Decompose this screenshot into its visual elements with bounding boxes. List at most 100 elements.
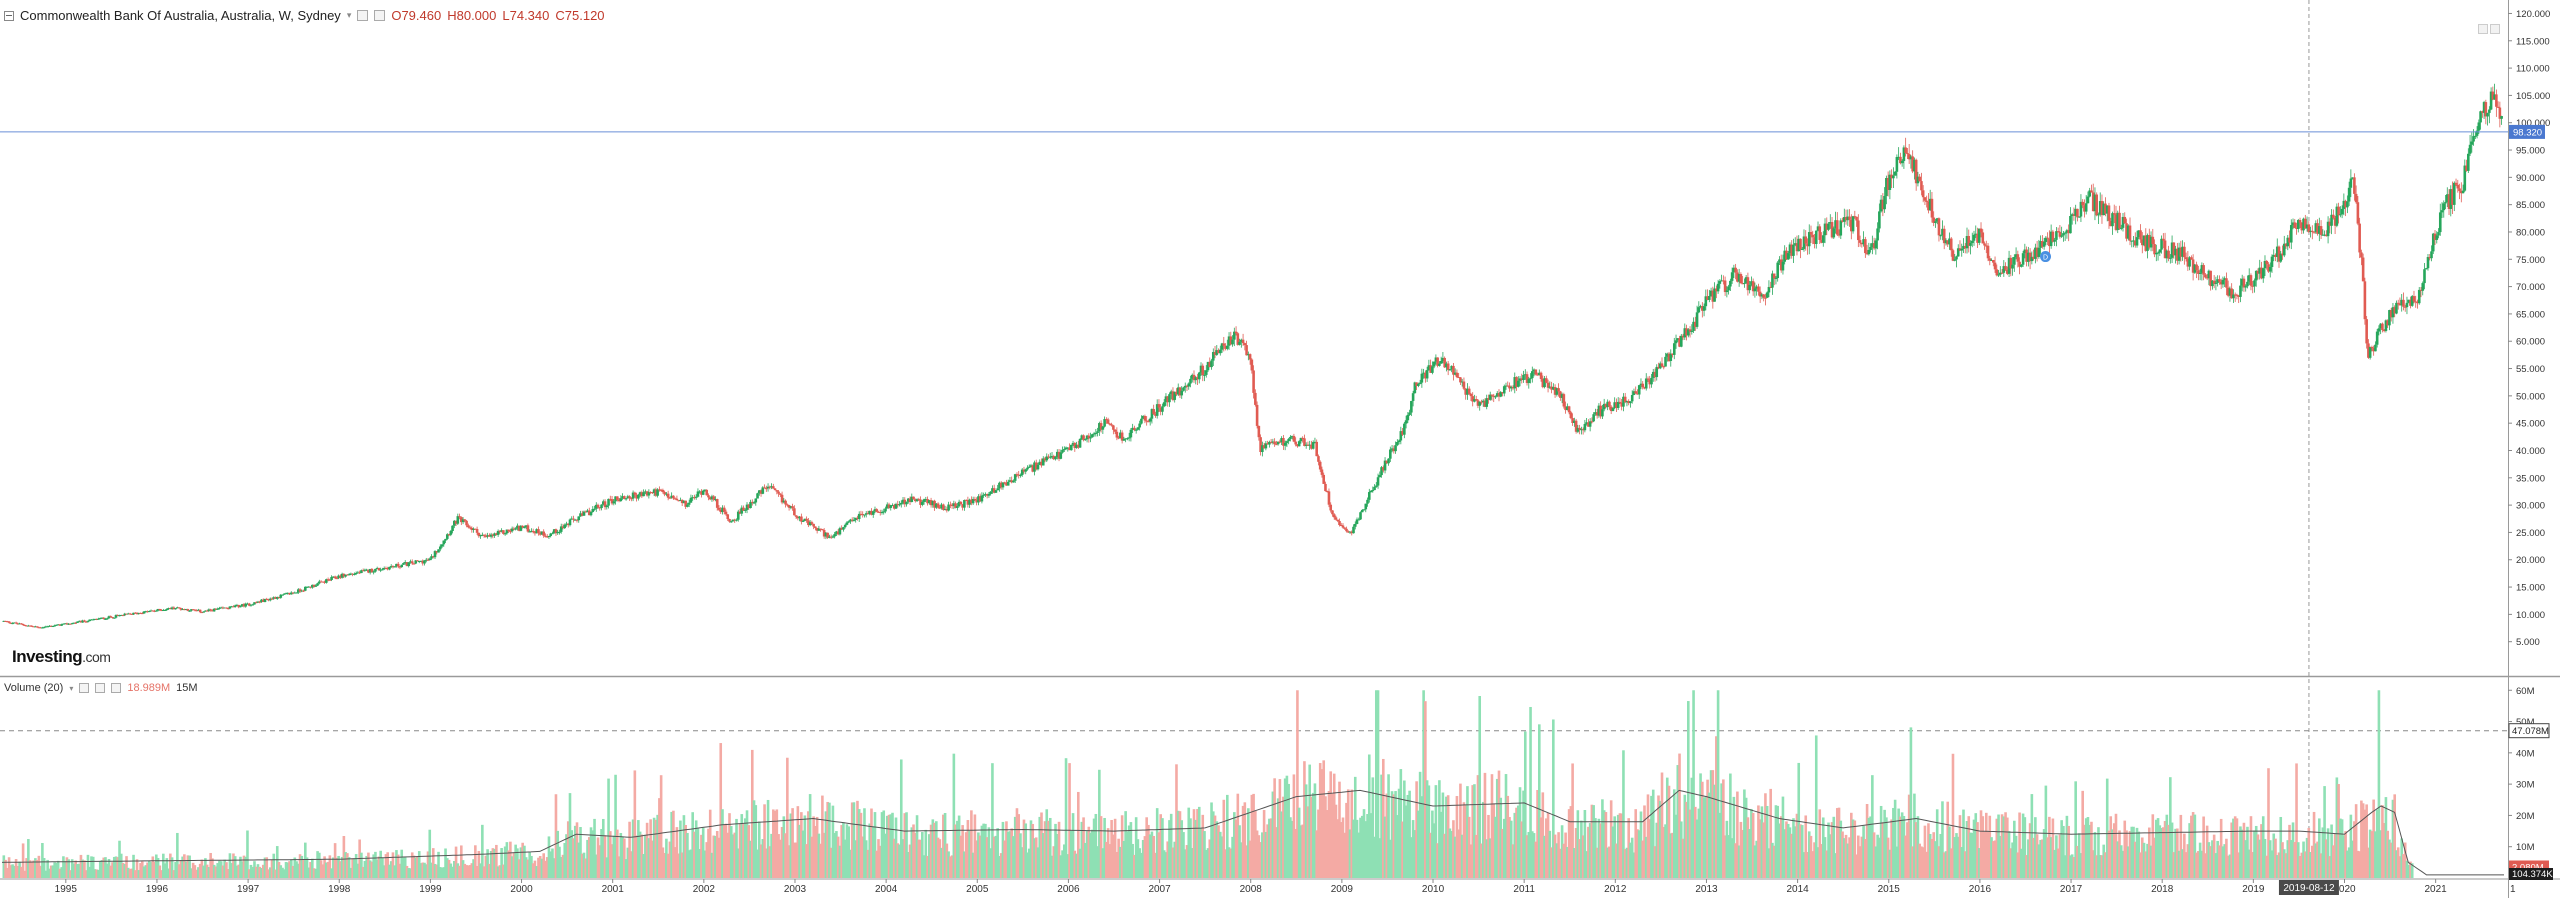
candle-body xyxy=(423,560,426,564)
candle-body xyxy=(1255,404,1259,426)
instrument-title[interactable]: Commonwealth Bank Of Australia, Australi… xyxy=(20,8,341,23)
volume-bar xyxy=(1168,820,1171,878)
candle-body xyxy=(1168,394,1171,403)
volume-bar xyxy=(37,855,41,878)
candle-body xyxy=(2409,299,2412,306)
volume-bar xyxy=(2146,843,2149,878)
chevron-down-icon[interactable]: ▾ xyxy=(69,683,74,693)
candle-body xyxy=(873,509,877,512)
candle-body xyxy=(1211,352,1215,361)
candle-body xyxy=(151,610,155,612)
candle-body xyxy=(1036,464,1040,470)
volume-bar xyxy=(910,827,914,878)
volume-bar xyxy=(289,859,293,878)
volume-bar xyxy=(1751,812,1755,878)
volume-label[interactable]: Volume (20) xyxy=(4,682,64,694)
volume-bar xyxy=(502,864,505,878)
collapse-icon[interactable] xyxy=(4,10,14,21)
candle-body xyxy=(395,563,398,567)
volume-bar xyxy=(49,865,53,878)
candle-body xyxy=(765,488,768,490)
maximize-icon[interactable] xyxy=(2478,24,2488,34)
volume-bar xyxy=(1865,803,1869,878)
close-icon[interactable] xyxy=(111,683,122,693)
candle-body xyxy=(489,534,493,537)
volume-bar xyxy=(2004,812,2007,878)
candle-body xyxy=(249,604,253,606)
candle-body xyxy=(1105,419,1108,421)
volume-bar xyxy=(2139,852,2142,878)
candle-body xyxy=(731,519,735,522)
candle-body xyxy=(296,589,300,593)
volume-bar xyxy=(710,852,714,878)
volume-bar xyxy=(519,847,523,878)
volume-bar xyxy=(2074,781,2077,878)
candle-body xyxy=(2447,194,2451,209)
volume-bar xyxy=(1396,815,1399,878)
settings-icon[interactable] xyxy=(95,683,106,693)
price-tick-label: 85.000 xyxy=(2516,200,2545,211)
candle-body xyxy=(661,489,665,493)
volume-bar xyxy=(132,854,135,878)
candle-body xyxy=(479,535,482,537)
candle-body xyxy=(445,534,449,539)
price-tick-label: 115.000 xyxy=(2516,36,2550,47)
candle-body xyxy=(2123,216,2127,224)
price-tick-label: 55.000 xyxy=(2516,364,2545,375)
volume-bar xyxy=(2247,849,2251,878)
volume-bar xyxy=(684,824,687,878)
candle-body xyxy=(1129,429,1133,438)
volume-bar xyxy=(1571,763,1574,878)
volume-bar xyxy=(1923,825,1927,878)
time-tick-label: 2013 xyxy=(1695,884,1718,895)
candle-body xyxy=(1879,199,1883,212)
candle-body xyxy=(2412,296,2416,302)
candle-body xyxy=(1748,284,1751,291)
eye-icon[interactable] xyxy=(79,683,90,693)
candle-body xyxy=(1432,361,1436,367)
volume-bar xyxy=(884,833,887,878)
volume-bar xyxy=(1070,830,1073,878)
candle-body xyxy=(2430,251,2433,259)
candle-body xyxy=(733,519,737,521)
chevron-down-icon[interactable]: ▾ xyxy=(346,10,352,20)
volume-bar xyxy=(1010,828,1014,878)
volume-bar xyxy=(779,839,782,878)
volume-bar xyxy=(656,814,659,878)
candle-body xyxy=(305,586,309,588)
candle-body xyxy=(679,499,682,501)
volume-bar xyxy=(1289,817,1292,878)
candle-body xyxy=(76,621,79,624)
volume-bar xyxy=(1247,808,1250,878)
candle-body xyxy=(1704,296,1708,307)
volume-bar xyxy=(1061,850,1064,878)
candle-body xyxy=(202,611,205,613)
candle-body xyxy=(451,525,454,532)
volume-bar xyxy=(1278,779,1282,878)
close-icon[interactable] xyxy=(374,10,386,21)
volume-bar xyxy=(316,851,319,878)
settings-icon[interactable] xyxy=(357,10,369,21)
volume-bar xyxy=(1282,796,1285,878)
restore-icon[interactable] xyxy=(2490,24,2500,34)
volume-bar xyxy=(116,857,120,878)
candle-body xyxy=(999,482,1003,488)
candle-body xyxy=(1844,217,1848,221)
volume-bar xyxy=(247,869,251,878)
volume-bar xyxy=(282,869,286,878)
volume-bar xyxy=(1650,795,1653,878)
candle-body xyxy=(901,499,905,503)
candle-body xyxy=(503,533,507,535)
candle-body xyxy=(116,615,120,617)
volume-bar xyxy=(225,862,228,878)
candle-body xyxy=(1299,437,1303,442)
candle-body xyxy=(938,507,942,509)
candle-body xyxy=(2004,266,2007,270)
volume-bar xyxy=(1774,805,1778,878)
volume-bar xyxy=(2388,839,2391,878)
candle-body xyxy=(1760,294,1764,297)
volume-bar xyxy=(1620,813,1623,878)
candle-body xyxy=(468,527,472,529)
